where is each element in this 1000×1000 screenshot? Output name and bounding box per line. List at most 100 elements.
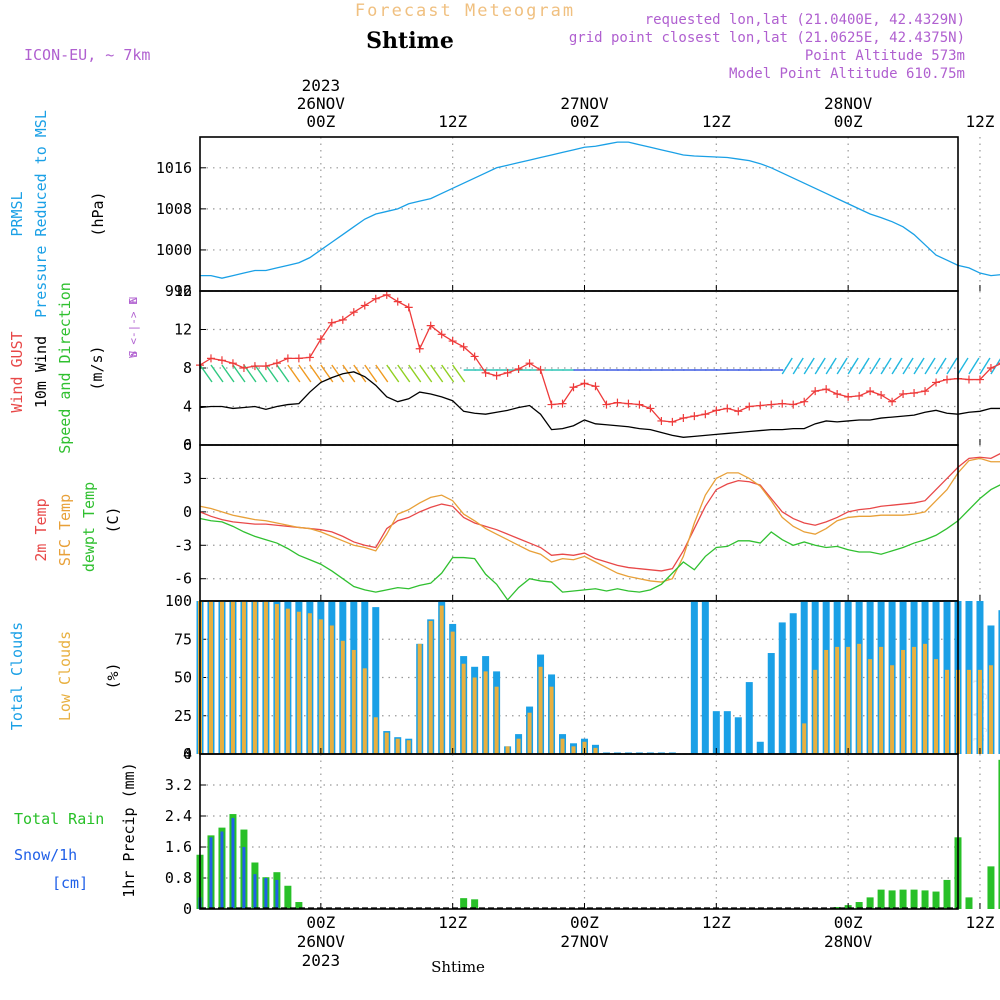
gust-marker xyxy=(349,308,358,317)
bottom-tick-label: 12Z xyxy=(438,913,467,932)
gust-marker xyxy=(371,294,380,303)
gust-marker xyxy=(327,318,336,327)
bottom-tick-label: 12Z xyxy=(702,913,731,932)
low-cloud-bar xyxy=(384,732,389,754)
rain-bar xyxy=(460,898,468,909)
gust-marker xyxy=(602,400,611,409)
bottom-tick-label: 00Z xyxy=(570,913,599,932)
gust-marker xyxy=(932,378,941,387)
wind-arrow xyxy=(814,357,826,375)
precip-legend-rain: Total Rain xyxy=(14,810,104,828)
low-cloud-bar xyxy=(395,738,400,754)
gust-marker xyxy=(217,356,226,365)
pressure-line xyxy=(200,141,1000,279)
panel-frame xyxy=(199,753,959,910)
wind-arrow xyxy=(210,364,224,383)
bottom-tick-label: 12Z xyxy=(966,913,995,932)
low-cloud-bar xyxy=(934,659,939,754)
snow-bar xyxy=(275,879,279,909)
gust-marker xyxy=(294,354,303,363)
wind-arrow xyxy=(419,364,433,383)
wind-arrow xyxy=(836,357,848,375)
y-tick-label: 6 xyxy=(183,436,192,454)
gust-marker xyxy=(338,315,347,324)
total-cloud-bar xyxy=(712,711,720,754)
low-cloud-bar xyxy=(527,712,532,754)
gust-marker xyxy=(459,342,468,351)
low-cloud-bar xyxy=(549,686,554,754)
gust-marker xyxy=(547,400,556,409)
low-cloud-bar xyxy=(879,646,884,754)
top-day-label: 27NOV xyxy=(560,94,609,113)
gust-marker xyxy=(975,375,984,384)
compass-n: N xyxy=(127,297,140,304)
gust-marker xyxy=(800,397,809,406)
y-tick-label: 0 xyxy=(183,503,192,521)
gust-marker xyxy=(558,399,567,408)
wind-arrow xyxy=(781,357,793,375)
wind-arrow xyxy=(342,364,356,383)
wind-arrow xyxy=(254,364,268,383)
snow-bar xyxy=(253,874,257,909)
panel-pressure: 992 1000 1008 1016 xyxy=(156,136,1000,300)
y-tick-label: 0 xyxy=(183,745,192,763)
wind-arrow xyxy=(397,364,411,383)
low-cloud-bar xyxy=(846,646,851,754)
rain-bar xyxy=(833,907,841,909)
low-cloud-bar xyxy=(494,686,499,754)
gust-marker xyxy=(239,364,248,372)
total-cloud-bar xyxy=(690,601,698,754)
top-tick-label: 00Z xyxy=(834,112,863,131)
gust-marker xyxy=(624,399,633,408)
y-tick-label: 8 xyxy=(183,359,192,377)
wind-arrow xyxy=(265,364,279,383)
snow-bar xyxy=(220,831,224,909)
y-tick-label: 1.6 xyxy=(165,838,192,856)
wind-arrow xyxy=(968,357,980,375)
pressure-label-2: Pressure Reduced to MSL xyxy=(32,110,50,318)
gust-marker xyxy=(470,352,479,361)
gust-marker xyxy=(877,390,886,399)
top-tick-label: 12Z xyxy=(438,112,467,131)
model-label: ICON-EU, ~ 7km xyxy=(24,46,150,64)
wind-arrow xyxy=(891,357,903,375)
total-cloud-bar xyxy=(745,682,753,754)
gust-marker xyxy=(525,359,534,368)
wind-arrow xyxy=(957,357,969,375)
low-cloud-bar xyxy=(582,741,587,754)
total-cloud-bar xyxy=(756,741,764,754)
rain-bar xyxy=(965,897,973,909)
time-axis-top: 00Z 12Z 00Z 12Z 00Z 12Z 26NOV 27NOV 28NOV 2023 xyxy=(297,76,995,131)
snow-bar xyxy=(264,878,268,909)
low-cloud-bar xyxy=(560,738,565,754)
gust-marker xyxy=(305,353,314,362)
wind-arrow xyxy=(199,364,213,383)
panel-frame xyxy=(199,136,959,292)
y-tick-label: -3 xyxy=(174,536,192,554)
rain-bar xyxy=(910,889,918,909)
top-year-label: 2023 xyxy=(302,76,341,95)
wind-arrow xyxy=(792,357,804,375)
bottom-day-label: 26NOV xyxy=(297,932,346,951)
gust-marker xyxy=(316,335,325,344)
wind-dir-label: Speed and Direction xyxy=(56,282,74,454)
gust-marker xyxy=(514,364,523,373)
low-cloud-bar xyxy=(307,613,312,754)
total-cloud-bar xyxy=(723,711,731,754)
gust-marker xyxy=(569,383,578,392)
gust-marker xyxy=(426,321,435,330)
wind-arrow xyxy=(847,357,859,375)
wind-arrow xyxy=(298,364,312,383)
total-cloud-bar xyxy=(734,717,742,754)
y-tick-label: 1016 xyxy=(156,159,192,177)
panel-labels: PRMSL Pressure Reduced to MSL (hPa) Wind GU… xyxy=(8,110,140,898)
gust-marker xyxy=(668,417,677,426)
y-tick-label: 3.2 xyxy=(165,776,192,794)
rain-bar xyxy=(855,902,863,909)
total-cloud-bar xyxy=(800,601,808,754)
low-cloud-bar xyxy=(450,631,455,754)
wind-arrow xyxy=(331,364,345,383)
wind-series-line xyxy=(199,371,1000,438)
low-cloud-bar xyxy=(362,668,367,754)
pressure-unit: (hPa) xyxy=(89,191,107,236)
